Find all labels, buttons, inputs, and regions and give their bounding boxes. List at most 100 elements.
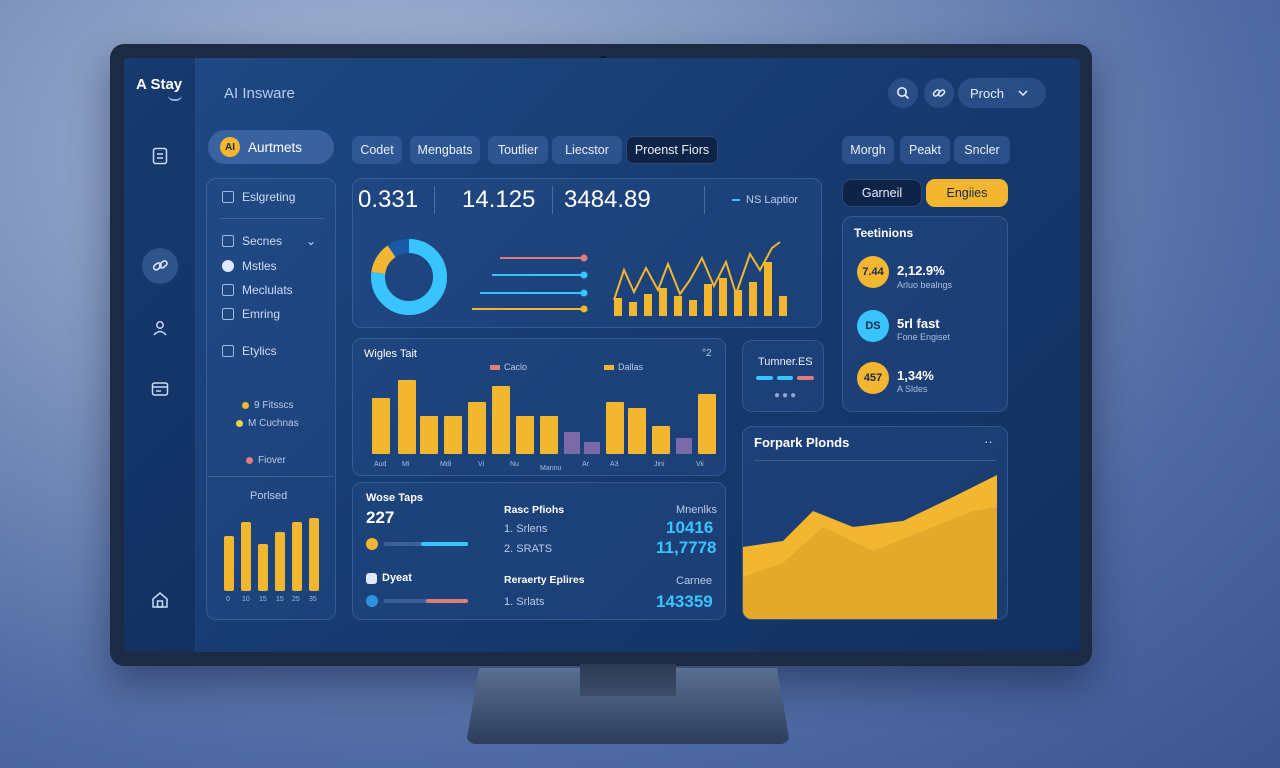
combo-bar: [734, 290, 742, 316]
bar: [606, 402, 624, 454]
progress-track: [384, 599, 468, 603]
combo-bar: [644, 294, 652, 316]
nav-item-etylics[interactable]: Etylics: [222, 344, 277, 358]
nav-item-emring[interactable]: Emring: [222, 307, 280, 321]
nav-item-label: Emring: [242, 307, 281, 321]
nav-item-secnes[interactable]: Secnes ⌄: [222, 234, 316, 248]
slider-knob[interactable]: [580, 271, 588, 279]
slider-knob[interactable]: [580, 254, 588, 262]
table-icon: [222, 284, 234, 296]
legend-label: M Cuchnas: [248, 418, 299, 429]
document-icon[interactable]: [142, 138, 178, 174]
circle-icon: [222, 260, 234, 272]
nav-legend-2: M Cuchnas: [236, 418, 299, 429]
grid-icon: [222, 191, 234, 203]
donut-segment-blue: [371, 239, 447, 315]
tab-toutlier[interactable]: Toutlier: [488, 136, 548, 164]
slider-knob[interactable]: [580, 289, 588, 297]
kpi-badge: DS: [857, 310, 889, 342]
legend-label: Fiover: [258, 455, 286, 466]
donut-chart: [371, 239, 447, 315]
toggle-garneil[interactable]: Garneil: [842, 179, 922, 207]
status-dot: [366, 538, 378, 550]
nav-item-label: Meclulats: [242, 283, 293, 297]
area-chart-panel: [742, 426, 1008, 620]
area-chart-more[interactable]: ··: [984, 434, 993, 449]
mini-bar: [292, 522, 302, 591]
profile-select-label: Proch: [970, 85, 1004, 101]
line-sliders: [472, 254, 588, 313]
nav-item-meclulats[interactable]: Meclulats: [222, 283, 293, 297]
nav-active-item[interactable]: AI Aurtmets: [208, 130, 334, 164]
mini-tile-bars: [756, 376, 815, 380]
card-icon[interactable]: [142, 371, 178, 407]
table-right-title: Mnenlks: [676, 504, 717, 516]
nav-legend-3: Fiover: [246, 455, 286, 466]
bar: [628, 408, 646, 454]
nav-item-mstles[interactable]: Mstles: [222, 259, 277, 273]
table-left-value: 227: [366, 508, 395, 527]
tab-sncler[interactable]: Sncler: [954, 136, 1010, 164]
link-icon[interactable]: [142, 248, 178, 284]
legend-swatch: [732, 199, 740, 201]
mini-bar: [275, 532, 285, 591]
bar: [468, 402, 486, 454]
stat-divider: [552, 186, 553, 214]
mini-tile-bar: [797, 376, 815, 380]
chevron-down-icon: [1018, 90, 1028, 96]
tab-mengbats[interactable]: Mengbats: [410, 136, 480, 164]
screen: A Stay AI Insware Proch AI Aurtmets Code…: [124, 58, 1080, 652]
nav-item-label: Secnes: [242, 234, 283, 248]
kpi-sub: A Sldes: [897, 384, 928, 394]
nav-item-label: Eslgreting: [242, 190, 296, 204]
combo-bar: [659, 288, 667, 316]
bar-purple: [584, 442, 600, 454]
legend-label: Dallas: [618, 362, 644, 372]
mini-bar: [224, 536, 234, 591]
legend-swatch: [490, 364, 500, 370]
tab-proenst-fiors[interactable]: Proenst Fiors: [626, 136, 718, 164]
mini-bar: [241, 522, 251, 591]
bar: [540, 416, 558, 454]
chevron-down-icon: ⌄: [306, 234, 317, 248]
bar-legend-1: Caclo: [490, 362, 527, 372]
profile-select[interactable]: Proch: [958, 78, 1046, 108]
search-button[interactable]: [888, 78, 918, 108]
home-icon[interactable]: [142, 582, 178, 618]
combo-bar: [749, 282, 757, 316]
mini-tick: 15: [259, 596, 267, 603]
tab-liecstor[interactable]: Liecstor: [552, 136, 622, 164]
user-icon[interactable]: [142, 310, 178, 346]
bar-legend-2: Dallas: [604, 362, 643, 372]
mini-tick: 25: [292, 596, 300, 603]
stat-divider: [704, 186, 705, 214]
nav-divider: [220, 218, 324, 219]
app-logo[interactable]: A Stay: [136, 76, 183, 101]
x-tick: Vii: [696, 461, 704, 468]
pagination-dots[interactable]: ●●●: [774, 390, 799, 401]
mini-chart-title: Porlsed: [250, 490, 288, 502]
table-right2-title: Carnee: [676, 575, 713, 587]
tab-peakt[interactable]: Peakt: [900, 136, 950, 164]
kpi-value: 2,12.9%: [897, 263, 945, 278]
combo-line: [613, 241, 781, 301]
nav-item-label: Etylics: [242, 344, 277, 358]
legend-dot: [236, 420, 243, 427]
link-icon: [932, 89, 946, 97]
area-chart: [743, 475, 997, 619]
tab-codet[interactable]: Codet: [352, 136, 402, 164]
combo-bar: [674, 296, 682, 316]
stat-divider: [434, 186, 435, 214]
table-mid-row: 2. SRATS: [504, 543, 553, 555]
toggle-engiies[interactable]: Engiies: [926, 179, 1008, 207]
bar-chart-more[interactable]: °2: [702, 348, 712, 359]
x-tick: Nu: [510, 461, 519, 468]
tab-morgh[interactable]: Morgh: [842, 136, 894, 164]
progress-track: [384, 542, 468, 546]
slider-knob[interactable]: [580, 305, 588, 313]
attach-button[interactable]: [924, 78, 954, 108]
nav-item-eslgreting[interactable]: Eslgreting: [222, 190, 295, 204]
ai-badge: AI: [220, 137, 240, 157]
combo-chart: [613, 241, 787, 316]
nav-active-label: Aurtmets: [248, 139, 303, 155]
